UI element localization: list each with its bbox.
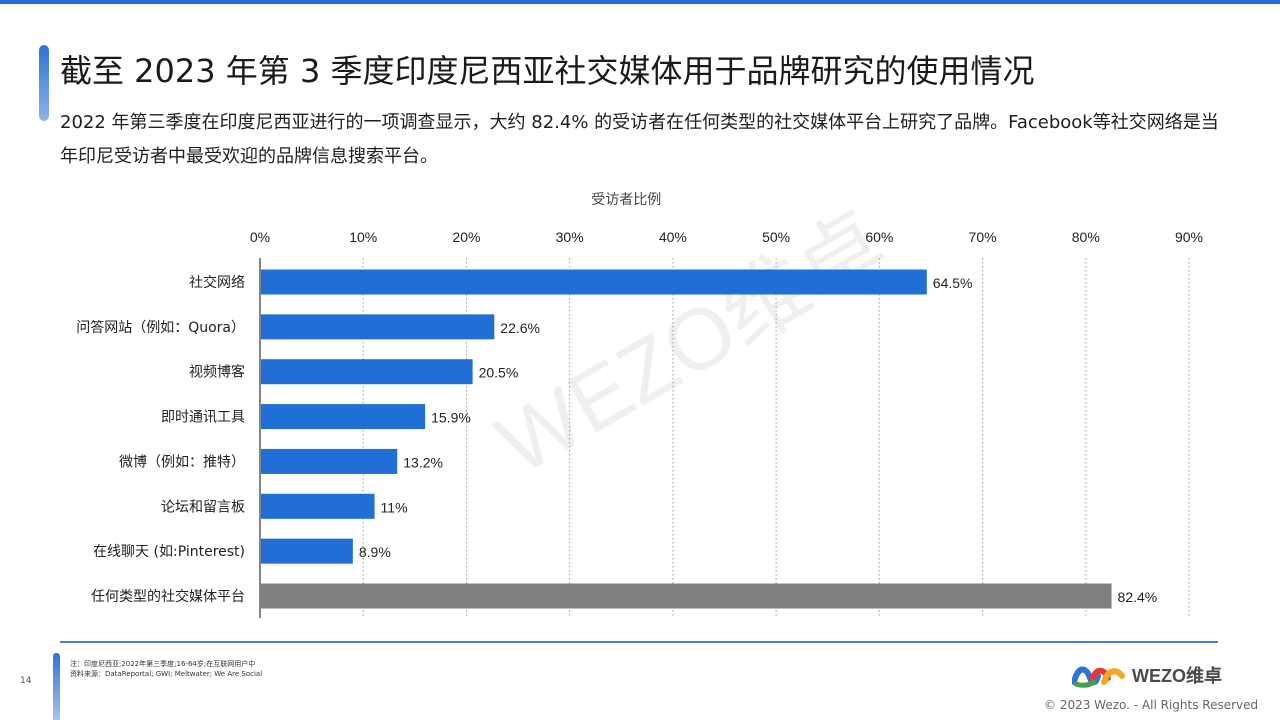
footer-rule xyxy=(60,641,1218,643)
copyright: © 2023 Wezo. - All Rights Reserved xyxy=(1044,698,1259,712)
top-accent-rule xyxy=(0,0,1280,4)
category-label: 问答网站（例如：Quora） xyxy=(76,319,245,336)
data-label: 20.5% xyxy=(479,365,519,381)
wezo-logo-icon xyxy=(1072,666,1125,688)
bar-chart: 受访者比例 0% 10% 20% 30% 40% 50% 60% 70% 80% 90% 社交网络 64… xyxy=(76,192,1203,618)
x-tick-label: 30% xyxy=(556,229,584,245)
category-label: 任何类型的社交媒体平台 xyxy=(91,588,245,605)
x-tick-label: 0% xyxy=(250,229,270,245)
category-label: 在线聊天 (如:Pinterest) xyxy=(93,544,245,560)
bar xyxy=(261,448,398,474)
logo-text: WEZO维卓 xyxy=(1132,666,1222,686)
data-label: 15.9% xyxy=(431,410,471,426)
x-tick-label: 60% xyxy=(865,229,893,245)
x-tick-label: 80% xyxy=(1072,229,1100,245)
x-tick-label: 50% xyxy=(762,229,790,245)
slide-subtitle: 2022 年第三季度在印度尼西亚进行的一项调查显示，大约 82.4% 的受访者在… xyxy=(60,112,1219,167)
footnote-note: 注：印度尼西亚;2022年第三季度;16-64岁;在互联网用户中 xyxy=(70,660,256,668)
x-axis-title: 受访者比例 xyxy=(591,192,661,208)
footnote-source: 资料来源：DataReportal; GWI; Meltwater; We Ar… xyxy=(70,670,263,678)
data-label: 22.6% xyxy=(500,320,540,336)
data-label: 82.4% xyxy=(1118,589,1158,605)
data-label: 13.2% xyxy=(403,454,443,470)
category-label: 微博（例如：推特） xyxy=(119,453,245,470)
bar xyxy=(261,493,375,519)
footnotes: 注：印度尼西亚;2022年第三季度;16-64岁;在互联网用户中 资料来源：Da… xyxy=(70,659,262,679)
category-label: 社交网络 xyxy=(189,274,245,291)
wezo-logo: WEZO维卓 xyxy=(1072,662,1222,688)
category-label: 论坛和留言板 xyxy=(161,499,245,515)
category-label: 视频博客 xyxy=(189,364,245,381)
data-label: 64.5% xyxy=(933,275,973,291)
x-tick-label: 20% xyxy=(452,229,480,245)
x-tick-label: 10% xyxy=(349,229,377,245)
x-tick-label: 90% xyxy=(1175,229,1203,245)
x-tick-label: 70% xyxy=(969,229,997,245)
bar xyxy=(261,583,1112,609)
bar xyxy=(261,404,426,430)
bar xyxy=(261,538,353,564)
footer-accent-bar xyxy=(53,653,60,720)
bar xyxy=(261,359,473,385)
page-number: 14 xyxy=(20,676,32,686)
data-label: 8.9% xyxy=(359,544,391,560)
title-accent-bar xyxy=(39,45,49,121)
bar xyxy=(261,314,495,340)
category-label: 即时通讯工具 xyxy=(161,410,245,426)
x-tick-label: 40% xyxy=(659,229,687,245)
bar xyxy=(261,269,927,295)
slide-title: 截至 2023 年第 3 季度印度尼西亚社交媒体用于品牌研究的使用情况 xyxy=(60,52,1035,90)
data-label: 11% xyxy=(381,499,408,515)
